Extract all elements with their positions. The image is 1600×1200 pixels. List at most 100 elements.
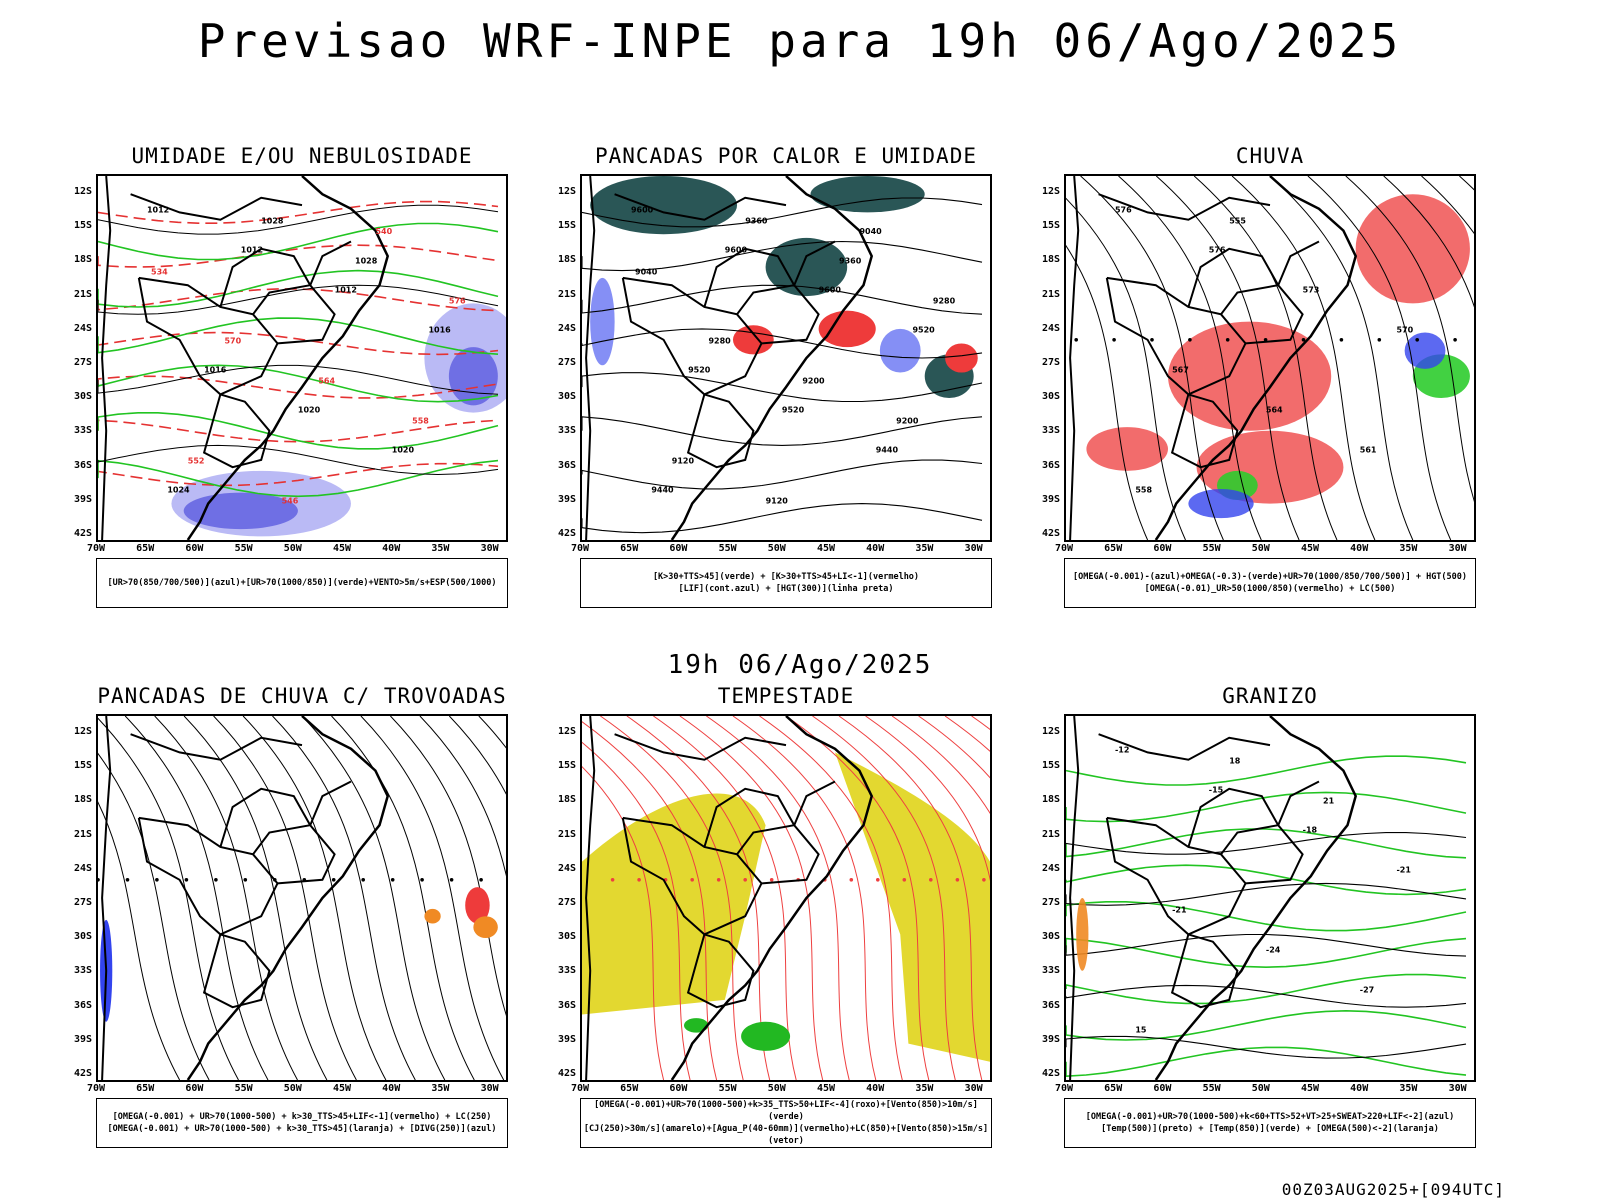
map-graphic: 9600 9600 9600 9520 9520 9520 9440 9440 9360 9360… <box>582 176 983 540</box>
contour-label: 552 <box>188 457 205 466</box>
lat-label: 18S <box>557 254 576 266</box>
lat-label: 36S <box>73 459 92 471</box>
lon-label: 70W <box>86 543 106 554</box>
lat-label: 27S <box>73 357 92 368</box>
lon-label: 50W <box>767 1083 786 1094</box>
contour-label: 576 <box>1209 245 1226 254</box>
lat-label: 30S <box>557 931 576 943</box>
lat-label: 30S <box>1041 931 1060 943</box>
contour-label: 9440 <box>876 446 899 455</box>
lat-label: 30S <box>1041 391 1060 403</box>
lon-label: 65W <box>1104 543 1123 554</box>
lat-label: 36S <box>73 999 92 1011</box>
lat-label: 27S <box>1041 357 1060 368</box>
contour-label: 9040 <box>635 267 658 276</box>
contour-label: 9440 <box>651 486 674 495</box>
contour-label: 564 <box>318 376 335 385</box>
contour-label: 21 <box>1323 796 1335 805</box>
lat-label: 39S <box>557 493 576 505</box>
lat-label: 27S <box>557 897 576 908</box>
contour-label: -18 <box>1303 825 1318 834</box>
lat-label: 33S <box>557 425 576 437</box>
legend-line: [LIF](cont.azul) + [HGT(300)](linha pret… <box>678 584 894 594</box>
contour-label: 546 <box>282 497 299 506</box>
contour-label: 561 <box>1360 446 1377 455</box>
lat-label: 12S <box>557 186 576 197</box>
lat-label: 21S <box>73 828 92 840</box>
panel-title: UMIDADE E/OU NEBULOSIDADE <box>131 144 473 168</box>
lat-label: 39S <box>1041 493 1060 505</box>
lon-label: 35W <box>1399 543 1418 554</box>
lon-label: 55W <box>718 543 737 554</box>
legend-line: [OMEGA(-0.001) + UR>70(1000-500) + k>30_… <box>112 1112 492 1122</box>
lon-label: 35W <box>431 543 450 554</box>
lon-label: 55W <box>718 1083 737 1094</box>
lat-label: 21S <box>73 288 92 300</box>
lat-label: 33S <box>73 965 92 977</box>
lat-label: 21S <box>557 288 576 300</box>
lat-label: 15S <box>1041 220 1060 232</box>
lon-label: 30W <box>964 543 983 554</box>
contour-label: 9600 <box>725 245 748 254</box>
main-title: Previsao WRF-INPE para 19h 06/Ago/2025 <box>197 14 1403 68</box>
lon-label: 45W <box>332 1083 352 1094</box>
legend-line: [OMEGA(-0.001) + UR>70(1000-500) + k>30_… <box>107 1124 497 1134</box>
lat-label: 24S <box>1041 862 1060 874</box>
lon-label: 50W <box>1251 1083 1270 1094</box>
panel-title: TEMPESTADE <box>717 684 855 708</box>
contour-label: 9520 <box>912 326 935 335</box>
lat-label: 12S <box>1041 186 1060 197</box>
weather-map <box>96 714 508 1082</box>
lat-label: 42S <box>557 528 576 539</box>
lat-label: 15S <box>557 220 576 232</box>
lon-label: 50W <box>1251 543 1270 554</box>
lon-label: 60W <box>669 1083 688 1094</box>
lon-label: 55W <box>234 543 253 554</box>
lat-label: 36S <box>1041 459 1060 471</box>
lat-label: 21S <box>1041 288 1060 300</box>
lon-label: 55W <box>234 1083 253 1094</box>
lon-label: 40W <box>1350 1083 1369 1094</box>
middle-date-label: 19h 06/Ago/2025 <box>667 650 933 680</box>
lat-label: 33S <box>1041 425 1060 437</box>
panel-title: PANCADAS DE CHUVA C/ TROVOADAS <box>97 684 507 708</box>
contour-label: 558 <box>1135 486 1152 495</box>
lat-label: 33S <box>1041 965 1060 977</box>
legend-line: [Temp(500)](preto) + [Temp(850)](verde) … <box>1101 1124 1439 1134</box>
lon-label: 65W <box>136 543 155 554</box>
contour-label: 9520 <box>782 406 805 415</box>
lat-label: 30S <box>73 931 92 943</box>
panel-title: CHUVA <box>1235 144 1305 168</box>
contour-label: 564 <box>1266 406 1283 415</box>
lon-label: 30W <box>480 543 499 554</box>
lon-label: 55W <box>1202 1083 1221 1094</box>
panel-legend: [OMEGA(-0.001)+UR>70(1000-500)+k<60+TTS>… <box>1064 1098 1476 1148</box>
contour-label: 570 <box>1396 326 1413 335</box>
contour-label: 9280 <box>708 336 731 345</box>
lon-label: 30W <box>480 1083 499 1094</box>
contour-label: 9280 <box>933 296 956 305</box>
lon-label: 40W <box>382 543 401 554</box>
lon-label: 40W <box>382 1083 401 1094</box>
lon-label: 45W <box>816 1083 836 1094</box>
lon-label: 70W <box>570 1083 590 1094</box>
lat-label: 21S <box>1041 828 1060 840</box>
map-graphic <box>98 716 506 1080</box>
lat-label: 39S <box>73 493 92 505</box>
lon-label: 70W <box>1054 1083 1074 1094</box>
lat-label: 21S <box>557 828 576 840</box>
lat-label: 12S <box>73 726 92 737</box>
contour-label: 9200 <box>802 376 825 385</box>
lat-label: 33S <box>73 425 92 437</box>
run-footer: 00Z03AUG2025+[094UTC] <box>1281 1180 1505 1199</box>
legend-line: [OMEGA(-0.01)_UR>50(1000/850)(vermelho) … <box>1144 584 1396 594</box>
lon-label: 50W <box>283 1083 302 1094</box>
contour-label: 9360 <box>745 216 768 225</box>
map-graphic: -12 -15 -18 -21 -21 -24 -27 15 18 21 <box>1066 716 1467 1080</box>
lon-label: 65W <box>620 1083 639 1094</box>
contour-label: -27 <box>1360 986 1374 995</box>
legend-line: [OMEGA(-0.001)-(azul)+OMEGA(-0.3)-(verde… <box>1072 572 1468 582</box>
contour-label: 1028 <box>355 256 378 265</box>
lon-label: 65W <box>620 543 639 554</box>
contour-label: 1028 <box>261 216 284 225</box>
